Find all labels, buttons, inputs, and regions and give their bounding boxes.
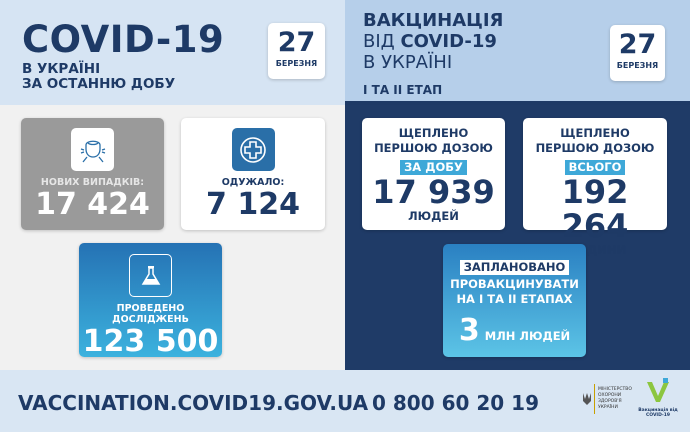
card-line: ЩЕПЛЕНО (560, 126, 630, 140)
left-date-badge: 27 БЕРЕЗНЯ (268, 23, 325, 79)
footer (0, 370, 690, 432)
daily-vaccinated-card: ЩЕПЛЕНО ПЕРШОЮ ДОЗОЮ ЗА ДОБУ 17 939 ЛЮДЕ… (362, 118, 505, 230)
total-vaccinated-card: ЩЕПЛЕНО ПЕРШОЮ ДОЗОЮ ВСЬОГО 192 264 ЛЮДИ… (523, 118, 667, 257)
new-cases-label: НОВИХ ВИПАДКІВ: (40, 177, 145, 188)
tests-card: ПРОВЕДЕНО ДОСЛІДЖЕНЬ 123 500 (79, 243, 222, 359)
trident-icon (583, 393, 591, 405)
recovered-card: ОДУЖАЛО: 7 124 (181, 118, 325, 230)
title-prefix: ВІД (363, 31, 401, 52)
website-url[interactable]: VACCINATION.COVID19.GOV.UA (18, 391, 369, 415)
stage-label: І ТА ІІ ЕТАП (363, 83, 443, 97)
right-date-badge: 27 БЕРЕЗНЯ (610, 25, 665, 81)
date-month: БЕРЕЗНЯ (616, 61, 659, 70)
date-day: 27 (277, 27, 316, 58)
subtitle-line: В УКРАЇНІ (22, 61, 101, 77)
medical-cross-icon (231, 128, 275, 171)
sneezing-person-icon (71, 128, 114, 171)
hotline-phone[interactable]: 0 800 60 20 19 (372, 391, 540, 415)
date-day: 27 (618, 29, 657, 60)
title-bold: COVID-19 (400, 31, 497, 52)
new-cases-value: 17 424 (35, 187, 150, 222)
v-check-icon (647, 378, 669, 402)
planned-card: ЗАПЛАНОВАНО ПРОВАКЦИНУВАТИ НА І ТА ІІ ЕТ… (443, 244, 586, 357)
card-line: ПЕРШОЮ ДОЗОЮ (535, 141, 655, 155)
left-subtitle: В УКРАЇНІ ЗА ОСТАННЮ ДОБУ (22, 62, 175, 92)
date-month: БЕРЕЗНЯ (275, 59, 318, 68)
flask-icon (129, 254, 172, 297)
daily-value: 17 939 (372, 173, 495, 211)
tests-value: 123 500 (82, 324, 219, 359)
covid-title: COVID-19 (22, 18, 225, 61)
moh-logo: МІНІСТЕРСТВО ОХОРОНИ ЗДОРОВ'Я УКРАЇНИ (583, 384, 632, 414)
title-line: ВІД COVID-19 (363, 31, 503, 52)
recovered-value: 7 124 (206, 187, 300, 222)
title-line: В УКРАЇНІ (363, 52, 453, 73)
period-tag: ЗА ДОБУ (400, 160, 467, 175)
card-line: ПРОВАКЦИНУВАТИ (450, 277, 579, 291)
new-cases-card: НОВИХ ВИПАДКІВ: 17 424 (21, 118, 164, 230)
planned-amount: 3 МЛН ЛЮДЕЙ (443, 313, 586, 348)
subtitle-line: ЗА ОСТАННЮ ДОБУ (22, 76, 176, 92)
period-tag: ВСЬОГО (564, 160, 626, 175)
total-value: 192 264 (561, 173, 629, 245)
planned-tag: ЗАПЛАНОВАНО (459, 260, 570, 275)
recovered-label: ОДУЖАЛО: (221, 177, 285, 188)
moh-logo-text: МІНІСТЕРСТВО ОХОРОНИ ЗДОРОВ'Я УКРАЇНИ (598, 387, 632, 410)
vaccination-logo-text: Вакцинація від COVID-19 (638, 408, 678, 418)
unit-label: ЛЮДЕЙ (408, 209, 459, 223)
card-line: НА І ТА ІІ ЕТАПАХ (456, 292, 573, 306)
vaccination-logo: Вакцинація від COVID-19 (638, 378, 678, 418)
tests-label: ПРОВЕДЕНО ДОСЛІДЖЕНЬ (112, 303, 189, 325)
card-line: ПЕРШОЮ ДОЗОЮ (374, 141, 493, 155)
vaccination-title: ВАКЦИНАЦІЯ ВІД COVID-19 В УКРАЇНІ (363, 10, 503, 73)
title-line: ВАКЦИНАЦІЯ (363, 10, 504, 31)
card-line: ЩЕПЛЕНО (398, 126, 469, 140)
planned-unit: МЛН ЛЮДЕЙ (484, 329, 571, 343)
planned-value: 3 (458, 313, 480, 348)
